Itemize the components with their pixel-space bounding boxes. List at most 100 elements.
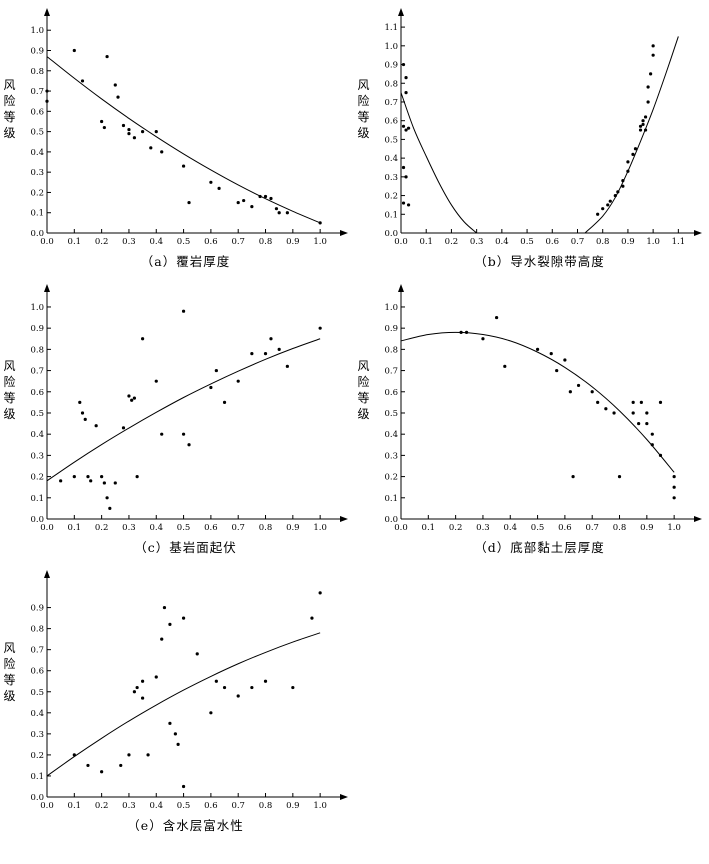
svg-text:0.7: 0.7 [30,646,44,656]
svg-text:0.2: 0.2 [95,801,109,811]
svg-text:0.1: 0.1 [68,523,82,533]
chart-caption: （c）基岩面起伏 [134,540,237,555]
svg-text:0.3: 0.3 [122,801,136,811]
svg-text:0.5: 0.5 [520,237,534,247]
plot-row: 风险等级 0.0 0.1 0.2 0.3 0.4 0.5 0.6 0.7 0.8 0.9 1.0 0.… [2,278,354,536]
plot-area: 0.0 0.1 0.2 0.3 0.4 0.5 0.6 0.7 0.8 0.9 1.0 0.0 0.1 0… [30,8,348,247]
svg-text:0.0: 0.0 [30,515,44,525]
svg-text:0.3: 0.3 [30,730,44,740]
svg-text:0.6: 0.6 [384,117,398,127]
svg-text:0.8: 0.8 [259,237,273,247]
svg-text:0.8: 0.8 [30,625,44,635]
y-axis-label: 风险等级 [3,358,16,422]
svg-text:0.4: 0.4 [384,430,398,440]
svg-text:0.5: 0.5 [384,135,398,145]
svg-text:0.9: 0.9 [286,523,300,533]
svg-text:0.6: 0.6 [30,107,44,117]
svg-text:1.0: 1.0 [313,237,327,247]
plot-area: 0.0 0.1 0.2 0.3 0.4 0.5 0.6 0.7 0.8 0.9 1.0 1.1 0.0 0… [384,8,702,247]
svg-text:0.6: 0.6 [546,237,560,247]
svg-text:0.7: 0.7 [571,237,585,247]
svg-text:0.7: 0.7 [231,523,245,533]
svg-text:0.4: 0.4 [149,237,163,247]
svg-text:0.6: 0.6 [558,523,572,533]
svg-text:1.0: 1.0 [646,237,660,247]
svg-text:0.9: 0.9 [30,47,44,57]
svg-text:1.0: 1.0 [30,303,44,313]
svg-text:1.1: 1.1 [384,23,398,33]
svg-text:0.5: 0.5 [531,523,545,533]
svg-text:0.2: 0.2 [384,192,398,202]
svg-text:0.2: 0.2 [30,751,44,761]
svg-text:0.3: 0.3 [384,451,398,461]
svg-text:1.1: 1.1 [672,237,686,247]
figure-grid: 风险等级 0.0 0.1 0.2 0.3 0.4 0.5 0.6 0.7 0.8 0.9 1.0 0.… [0,2,708,833]
svg-text:1.0: 1.0 [667,523,681,533]
plot-row: 风险等级 0.0 0.1 0.2 0.3 0.4 0.5 0.6 0.7 0.8 0.9 1.0 1.… [356,2,708,250]
chart-caption: （a）覆岩厚度 [140,254,231,269]
svg-text:0.5: 0.5 [177,237,191,247]
svg-text:0.4: 0.4 [384,154,398,164]
chart-caption: （d）底部黏土层厚度 [474,540,605,555]
svg-text:0.2: 0.2 [95,237,109,247]
svg-text:0.0: 0.0 [394,523,408,533]
svg-text:0.9: 0.9 [286,801,300,811]
svg-text:0.8: 0.8 [384,345,398,355]
svg-text:0.1: 0.1 [30,494,44,504]
chart-caption: （e）含水层富水性 [127,818,244,833]
svg-text:0.3: 0.3 [122,237,136,247]
svg-text:0.2: 0.2 [445,237,459,247]
svg-text:0.9: 0.9 [621,237,635,247]
svg-text:0.5: 0.5 [30,128,44,138]
svg-text:0.6: 0.6 [204,237,218,247]
svg-text:0.8: 0.8 [596,237,610,247]
plot-row: 风险等级 0.0 0.1 0.2 0.3 0.4 0.5 0.6 0.7 0.8 0.9 1.0 0.… [356,278,708,536]
svg-text:0.5: 0.5 [30,409,44,419]
svg-text:0.8: 0.8 [259,523,273,533]
svg-text:0.1: 0.1 [419,237,433,247]
svg-text:0.1: 0.1 [30,209,44,219]
svg-text:0.3: 0.3 [30,168,44,178]
svg-text:0.7: 0.7 [231,237,245,247]
svg-text:0.4: 0.4 [495,237,509,247]
svg-text:0.8: 0.8 [384,79,398,89]
svg-text:0.2: 0.2 [95,523,109,533]
svg-text:0.2: 0.2 [30,188,44,198]
chart-caption: （b）导水裂隙带高度 [474,254,605,269]
svg-text:0.4: 0.4 [149,523,163,533]
svg-text:1.0: 1.0 [313,801,327,811]
svg-text:0.6: 0.6 [30,388,44,398]
svg-text:0.0: 0.0 [30,793,44,803]
svg-text:0.6: 0.6 [384,388,398,398]
svg-text:0.0: 0.0 [40,237,54,247]
svg-text:0.4: 0.4 [503,523,517,533]
svg-text:0.4: 0.4 [30,709,44,719]
svg-text:0.7: 0.7 [585,523,599,533]
svg-text:0.7: 0.7 [30,367,44,377]
chart-a-overburden-thickness: 风险等级 0.0 0.1 0.2 0.3 0.4 0.5 0.6 0.7 0.8 0.9 1.0 0.… [0,2,354,270]
y-axis-label: 风险等级 [3,640,16,704]
plot-row: 风险等级 0.0 0.1 0.2 0.3 0.4 0.5 0.6 0.7 0.8 0.9 1.0 0.… [2,564,354,814]
svg-text:0.2: 0.2 [449,523,463,533]
svg-text:0.1: 0.1 [384,494,398,504]
svg-text:0.3: 0.3 [470,237,484,247]
svg-text:0.0: 0.0 [30,229,44,239]
svg-text:0.9: 0.9 [30,324,44,334]
svg-text:0.0: 0.0 [384,229,398,239]
svg-text:1.0: 1.0 [384,303,398,313]
chart-c-bedrock-undulation: 风险等级 0.0 0.1 0.2 0.3 0.4 0.5 0.6 0.7 0.8 0.9 1.0 0.… [0,278,354,556]
svg-text:0.5: 0.5 [177,801,191,811]
svg-text:0.6: 0.6 [204,523,218,533]
svg-text:0.1: 0.1 [68,237,82,247]
svg-text:0.7: 0.7 [30,87,44,97]
svg-text:0.7: 0.7 [384,367,398,377]
plot-area: 0.0 0.1 0.2 0.3 0.4 0.5 0.6 0.7 0.8 0.9 1.0 0.0 0.1 0… [30,570,348,811]
svg-text:0.4: 0.4 [30,430,44,440]
svg-text:0.5: 0.5 [177,523,191,533]
svg-text:0.0: 0.0 [394,237,408,247]
svg-text:0.0: 0.0 [40,523,54,533]
y-axis-label: 风险等级 [357,77,370,141]
svg-text:0.3: 0.3 [30,451,44,461]
svg-text:0.0: 0.0 [40,801,54,811]
svg-text:0.6: 0.6 [204,801,218,811]
